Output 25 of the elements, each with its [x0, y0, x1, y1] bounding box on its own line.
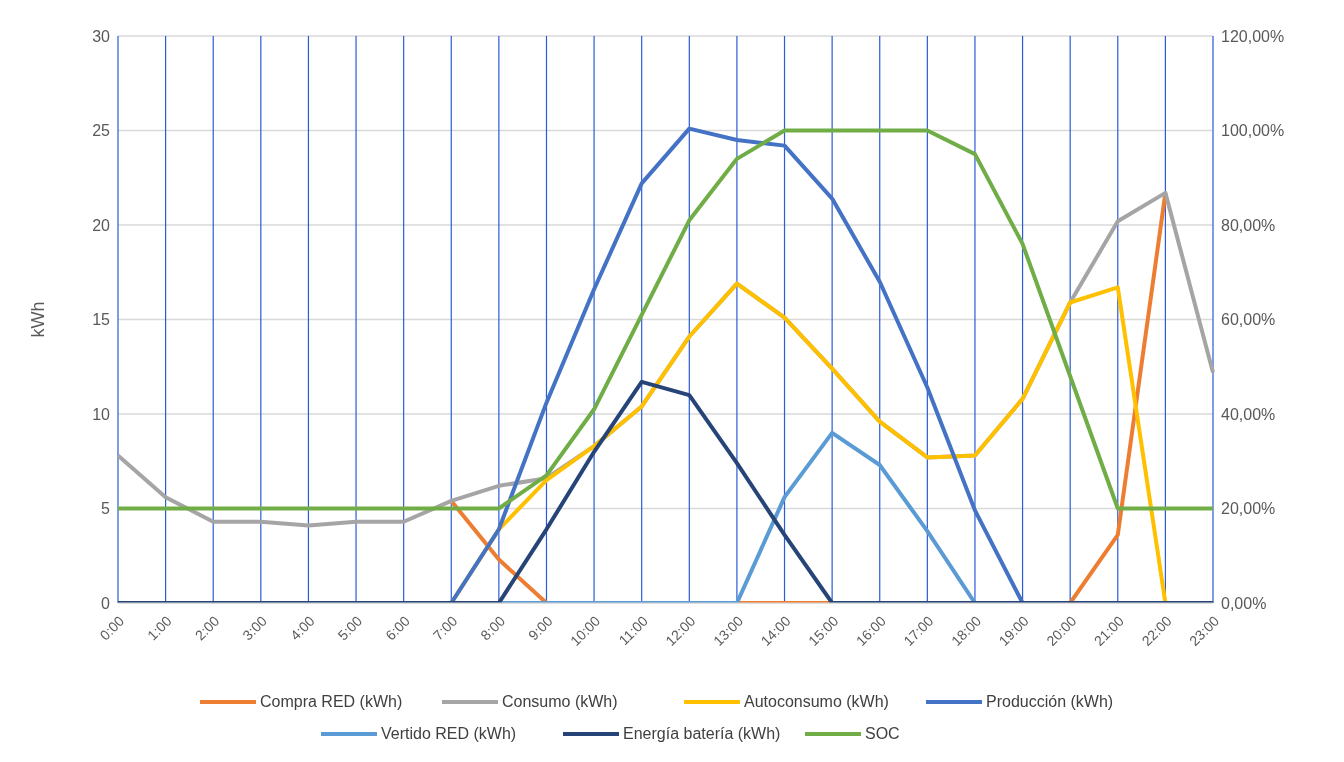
y-tick-label: 5: [101, 500, 111, 518]
legend-label: Consumo (kWh): [502, 693, 618, 711]
legend-label: Compra RED (kWh): [260, 693, 403, 711]
y-tick-label: 15: [92, 311, 111, 329]
y-axis-title: kWh: [28, 301, 49, 338]
y2-tick-label: 20,00%: [1221, 500, 1276, 518]
legend-label: Vertido RED (kWh): [381, 725, 517, 743]
y-tick-label: 20: [92, 216, 111, 234]
legend-label: SOC: [865, 725, 900, 743]
x-tick-label: 4:00: [287, 612, 318, 644]
y-tick-label: 25: [92, 122, 111, 140]
x-tick-label: 3:00: [239, 612, 271, 644]
y-tick-label: 0: [101, 594, 111, 612]
legend-label: Autoconsumo (kWh): [744, 693, 889, 711]
y-tick-label: 30: [92, 27, 111, 45]
y2-tick-label: 0,00%: [1221, 594, 1267, 612]
y2-tick-label: 40,00%: [1221, 405, 1276, 423]
legend-label: Energía batería (kWh): [623, 725, 781, 743]
legend-label: Producción (kWh): [986, 693, 1114, 711]
y2-tick-label: 100,00%: [1221, 122, 1285, 140]
y-tick-label: 10: [92, 405, 111, 423]
y2-tick-label: 80,00%: [1221, 216, 1276, 234]
y2-tick-label: 120,00%: [1221, 27, 1285, 45]
x-tick-label: 6:00: [382, 612, 413, 644]
y2-tick-label: 60,00%: [1221, 311, 1276, 329]
